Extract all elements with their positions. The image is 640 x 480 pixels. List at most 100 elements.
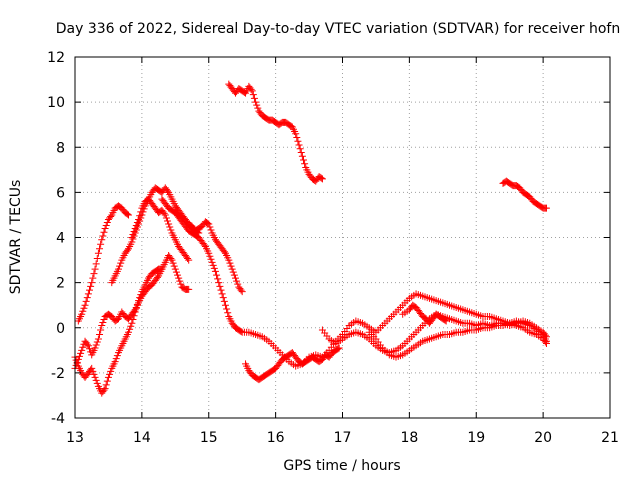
data-point (237, 286, 245, 294)
data-point (85, 345, 93, 353)
data-point (79, 343, 87, 351)
data-point (93, 379, 101, 387)
x-axis-label: GPS time / hours (283, 458, 400, 474)
y-tick-label: 8 (56, 140, 65, 156)
data-point (317, 174, 325, 182)
data-point (82, 297, 90, 305)
series-arc-7 (171, 209, 550, 370)
data-point (224, 309, 232, 317)
data-point (123, 246, 131, 254)
data-point (133, 218, 141, 226)
data-point (102, 221, 110, 229)
data-point (230, 271, 238, 279)
data-point (81, 301, 89, 309)
x-tick-label: 14 (133, 430, 151, 446)
data-point (205, 249, 213, 257)
data-point (93, 255, 101, 263)
data-point (137, 208, 145, 216)
data-point (214, 275, 222, 283)
y-tick-label: 4 (56, 231, 65, 247)
data-point (92, 341, 100, 349)
data-point (100, 315, 108, 323)
series-arc-5 (128, 195, 193, 264)
data-point (226, 259, 234, 267)
axis-ticks: 13 14 15 16 17 18 19 20 21 -4 -2 0 2 4 6 8 10 12 (47, 50, 619, 446)
data-point (220, 297, 228, 305)
data-point (217, 286, 225, 294)
data-point (164, 217, 172, 225)
data-point (220, 248, 228, 256)
data-point (128, 319, 136, 327)
data-point (97, 240, 105, 248)
data-point (175, 274, 183, 282)
data-point (94, 335, 102, 343)
y-tick-label: 2 (56, 276, 65, 292)
y-axis-label: SDTVAR / TECUs (8, 180, 24, 295)
data-point (185, 256, 193, 264)
data-point (334, 345, 342, 353)
data-point (88, 364, 96, 372)
data-point (294, 137, 302, 145)
data-point (442, 317, 450, 325)
data-point (162, 214, 170, 222)
data-point (219, 294, 227, 302)
data-point (129, 230, 137, 238)
data-point (132, 221, 140, 229)
x-tick-label: 15 (200, 430, 218, 446)
data-point (296, 145, 304, 153)
data-point (107, 367, 115, 375)
data-point (172, 268, 180, 276)
data-point (318, 175, 326, 183)
series-arc-12 (399, 301, 450, 327)
data-point (98, 236, 106, 244)
data-point (247, 85, 255, 93)
data-point (113, 352, 121, 360)
data-point (107, 212, 115, 220)
y-tick-label: -2 (51, 366, 65, 382)
series-arc-8 (225, 80, 326, 185)
data-point (206, 223, 214, 231)
data-point (221, 301, 229, 309)
data-point (207, 226, 215, 234)
grid (75, 57, 610, 418)
data-point (184, 255, 192, 263)
data-point (335, 344, 343, 352)
data-point (111, 358, 119, 366)
data-point (114, 265, 122, 273)
data-point (161, 211, 169, 219)
data-point (158, 265, 166, 273)
data-point (297, 149, 305, 157)
data-point (131, 224, 139, 232)
data-point (125, 211, 132, 219)
data-point (164, 187, 172, 195)
data-point (89, 367, 97, 375)
data-point (90, 370, 98, 378)
data-point (84, 290, 92, 298)
data-point (250, 94, 258, 102)
data-point (102, 381, 110, 389)
data-point (130, 307, 138, 315)
y-tick-label: 0 (56, 321, 65, 337)
data-point (299, 156, 307, 164)
data-point (252, 98, 260, 106)
data-point (295, 141, 303, 149)
data-series (71, 80, 550, 397)
data-point (168, 256, 176, 264)
data-point (200, 241, 208, 249)
chart-title: Day 336 of 2022, Sidereal Day-to-day VTE… (56, 21, 620, 37)
y-tick-label: 12 (47, 50, 65, 66)
data-point (88, 279, 96, 287)
data-point (80, 304, 88, 312)
data-point (100, 228, 108, 236)
data-point (78, 310, 86, 318)
data-point (253, 101, 261, 109)
data-point (234, 280, 242, 288)
data-point (209, 261, 217, 269)
data-point (97, 326, 105, 334)
x-tick-label: 13 (66, 430, 84, 446)
data-point (127, 322, 135, 330)
data-point (72, 361, 80, 369)
data-point (174, 271, 182, 279)
data-point (92, 376, 100, 384)
data-point (83, 294, 91, 302)
